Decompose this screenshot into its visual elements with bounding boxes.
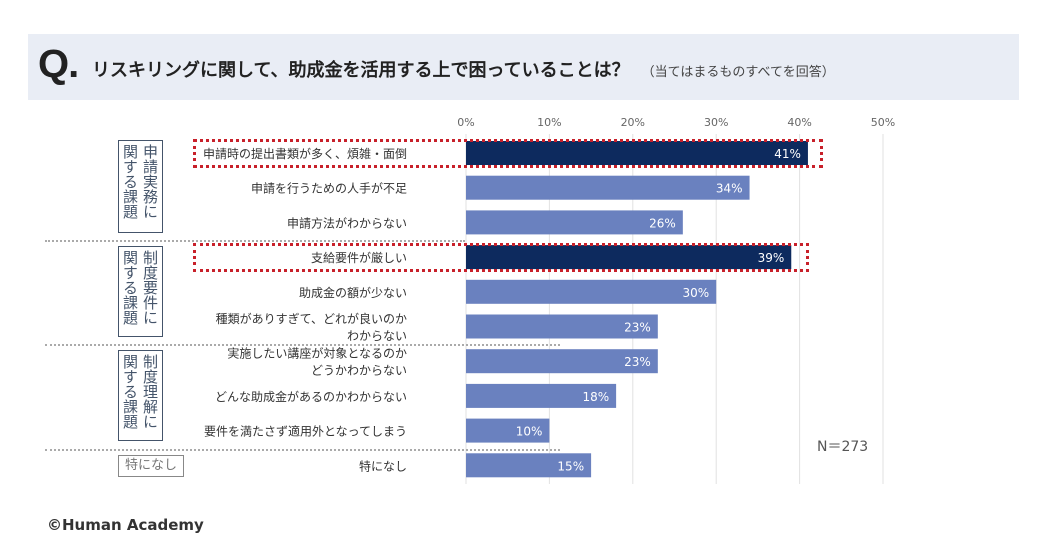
question-text: リスキリングに関して、助成金を活用する上で困っていることは？ [92,60,630,81]
copyright: ©Human Academy [47,516,204,534]
bar [466,279,717,304]
category-label: 申請方法がわからない [287,215,407,230]
data-label: 30% [683,286,710,300]
data-label: 10% [516,425,543,439]
category-label: どんな助成金があるのかわからない [215,389,407,404]
category-label: 助成金の額が少ない [299,285,407,300]
x-tick-label: 20% [621,116,645,129]
bar [466,314,658,339]
highlight-box [193,243,809,272]
category-label: 要件を満たさず適用外となってしまう [204,424,407,439]
data-label: 39% [758,251,785,265]
category-label: 支給要件が厳しい [311,250,407,265]
question-header: Q. リスキリングに関して、助成金を活用する上で困っていることは？ （当てはまるも… [28,34,1019,100]
group-separator [45,344,560,346]
group-separator [45,240,465,242]
bar [466,141,808,165]
x-tick-label: 0% [457,116,474,129]
bar [466,175,750,200]
highlight-box [193,139,823,168]
bar [466,349,658,374]
question-title: リスキリングに関して、助成金を活用する上で困っていることは？ （当てはまるものすべ… [92,56,835,82]
sample-size: N＝273 [817,439,869,455]
group-label-application: 申請実務に関する課題 [118,140,163,233]
data-label: 15% [557,459,584,473]
x-tick-label: 50% [871,116,895,129]
question-subtitle: （当てはまるものすべてを回答） [641,65,835,80]
data-label: 41% [774,147,801,161]
x-tick-label: 30% [704,116,728,129]
group-separator [45,449,560,451]
bar [466,418,550,443]
category-label: わからない [347,329,407,343]
data-label: 26% [649,216,676,230]
data-label: 18% [582,390,609,404]
category-label: 実施したい講座が対象となるのか [227,346,407,361]
x-tick-label: 40% [787,116,811,129]
bar [466,383,617,408]
category-label: 種類がありすぎて、どれが良いのか [216,311,407,326]
group-label-requirements: 制度要件に関する課題 [118,246,163,337]
group-label-none: 特になし [118,455,184,477]
category-label: どうかわからない [311,364,407,378]
q-mark: Q. [38,42,79,86]
bar [466,210,683,235]
category-label: 特になし [359,458,407,473]
category-label: 申請を行うための人手が不足 [251,181,407,196]
bar [466,453,592,478]
x-tick-label: 10% [537,116,561,129]
data-label: 23% [624,355,651,369]
data-label: 34% [716,182,743,196]
category-label: 申請時の提出書類が多く、煩雑・面倒 [203,146,407,161]
bar [466,245,792,270]
data-label: 23% [624,321,651,335]
group-label-understanding: 制度理解に関する課題 [118,350,163,441]
